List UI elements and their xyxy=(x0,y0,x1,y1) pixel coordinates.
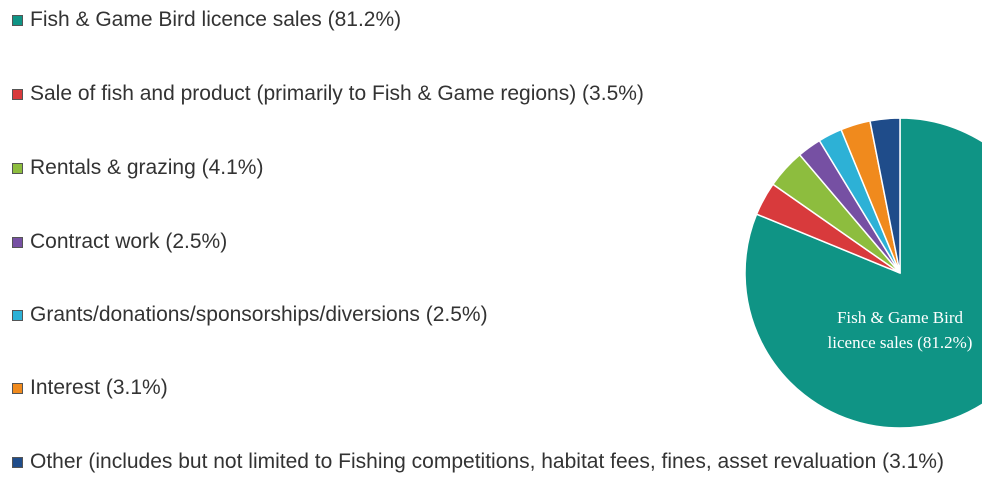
legend-entry: Sale of fish and product (primarily to F… xyxy=(10,81,982,107)
legend-entry: Interest (3.1%) xyxy=(10,375,982,401)
legend-entry: Rentals & grazing (4.1%) xyxy=(10,155,982,181)
legend-label: Other (includes but not limited to Fishi… xyxy=(30,450,944,473)
legend-marker xyxy=(12,15,23,26)
legend-label: Interest (3.1%) xyxy=(30,376,168,399)
legend-entry: Fish & Game Bird licence sales (81.2%) xyxy=(10,7,982,33)
legend-marker xyxy=(12,163,23,174)
legend-entry: Other (includes but not limited to Fishi… xyxy=(10,449,982,475)
legend-marker xyxy=(12,237,23,248)
legend-marker xyxy=(12,383,23,394)
legend-entry: Grants/donations/sponsorships/diversions… xyxy=(10,302,982,328)
pie-slice xyxy=(869,117,901,274)
legend-marker xyxy=(12,89,23,100)
legend-label: Grants/donations/sponsorships/diversions… xyxy=(30,303,488,326)
legend-label: Rentals & grazing (4.1%) xyxy=(30,156,264,179)
legend-marker xyxy=(12,310,23,321)
legend-entry: Contract work (2.5%) xyxy=(10,229,982,255)
legend-label: Sale of fish and product (primarily to F… xyxy=(30,82,644,105)
pie-slice xyxy=(744,117,982,429)
slice-label: Fish & Game Bird licence sales (81.2%) xyxy=(827,308,973,352)
legend-label: Contract work (2.5%) xyxy=(30,230,228,253)
legend-label: Fish & Game Bird licence sales (81.2%) xyxy=(30,8,402,31)
legend-marker xyxy=(12,457,23,468)
